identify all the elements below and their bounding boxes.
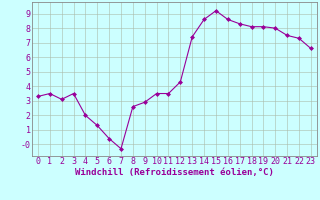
X-axis label: Windchill (Refroidissement éolien,°C): Windchill (Refroidissement éolien,°C) <box>75 168 274 177</box>
